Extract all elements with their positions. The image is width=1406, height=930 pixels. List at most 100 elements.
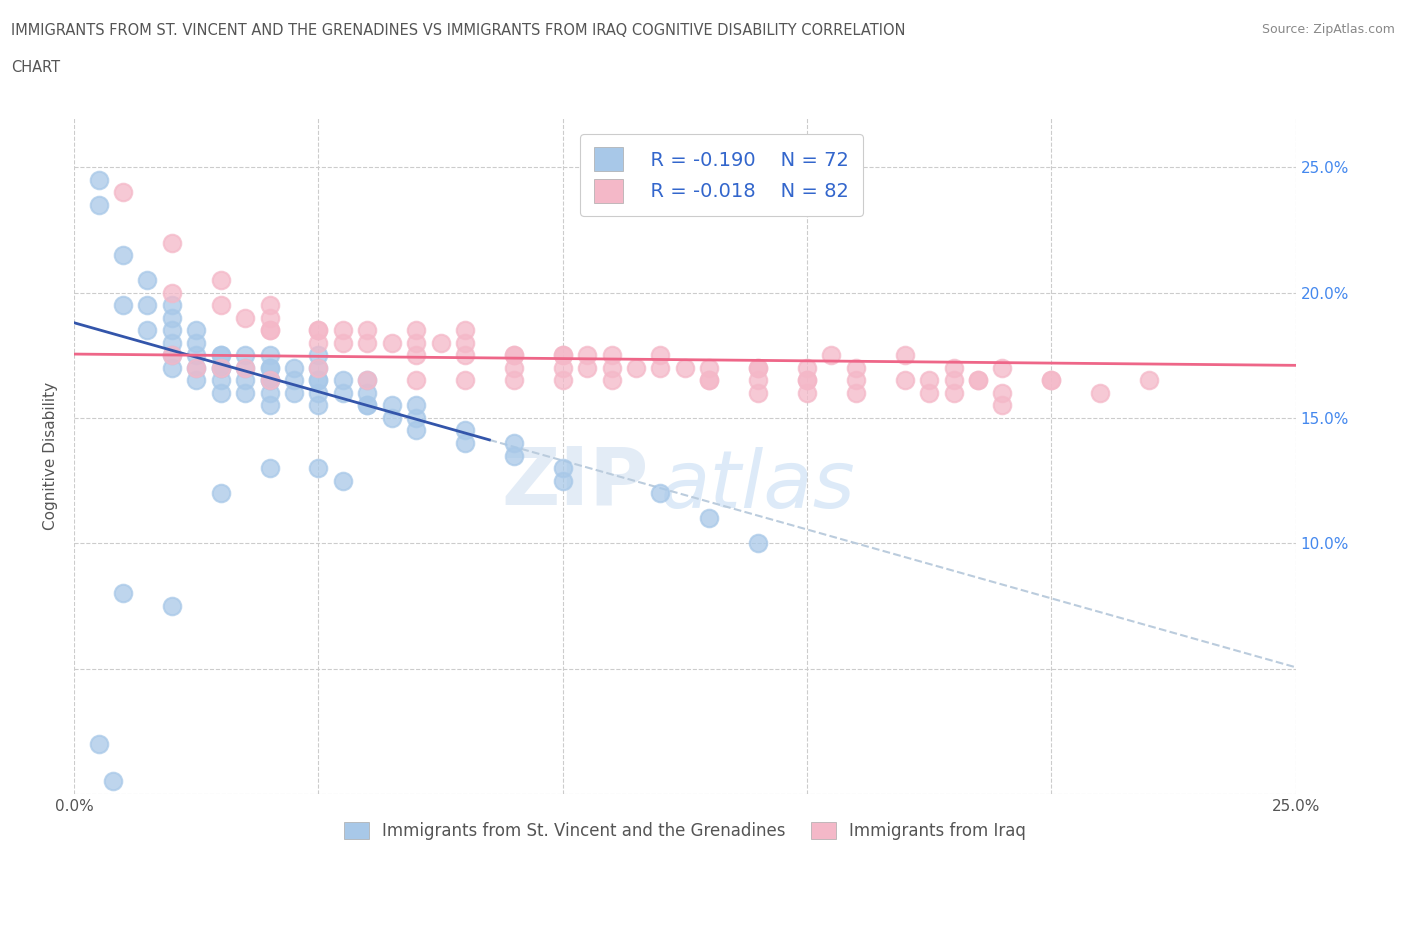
Point [600,373,623,388]
Point [209,272,232,287]
Point [160,323,183,338]
Point [307,385,329,400]
Point [332,385,354,400]
Point [454,348,477,363]
Point [101,774,124,789]
Y-axis label: Cognitive Disability: Cognitive Disability [44,381,58,529]
Point [209,485,232,500]
Point [697,373,720,388]
Point [381,336,404,351]
Point [259,398,281,413]
Point [551,361,574,376]
Point [454,373,477,388]
Point [160,361,183,376]
Point [551,473,574,488]
Point [356,323,378,338]
Point [233,311,256,325]
Point [673,361,696,376]
Text: CHART: CHART [11,60,60,75]
Point [747,373,769,388]
Point [259,298,281,312]
Point [747,385,769,400]
Point [160,598,183,613]
Point [942,385,965,400]
Point [356,398,378,413]
Point [332,323,354,338]
Point [186,373,208,388]
Point [454,435,477,450]
Point [259,385,281,400]
Point [454,336,477,351]
Point [136,272,159,287]
Point [502,435,524,450]
Point [259,373,281,388]
Point [405,373,427,388]
Point [259,361,281,376]
Point [307,336,329,351]
Text: atlas: atlas [661,447,855,525]
Point [1088,385,1111,400]
Text: ZIP: ZIP [501,444,648,522]
Point [307,361,329,376]
Point [307,348,329,363]
Point [209,361,232,376]
Point [796,373,818,388]
Point [87,197,110,212]
Point [307,323,329,338]
Point [747,536,769,551]
Point [600,348,623,363]
Point [160,286,183,300]
Point [1137,373,1160,388]
Point [918,385,941,400]
Point [160,336,183,351]
Point [209,348,232,363]
Point [650,361,672,376]
Point [551,348,574,363]
Point [233,361,256,376]
Point [747,361,769,376]
Point [942,373,965,388]
Point [820,348,842,363]
Point [283,385,305,400]
Point [307,361,329,376]
Point [356,373,378,388]
Point [307,398,329,413]
Point [259,323,281,338]
Point [576,348,599,363]
Point [111,185,134,200]
Point [160,348,183,363]
Point [160,348,183,363]
Point [454,423,477,438]
Point [893,373,915,388]
Point [967,373,990,388]
Point [502,361,524,376]
Point [381,410,404,425]
Point [624,361,647,376]
Point [332,373,354,388]
Point [307,460,329,475]
Point [356,373,378,388]
Point [845,361,868,376]
Point [697,373,720,388]
Point [259,460,281,475]
Point [233,361,256,376]
Point [942,361,965,376]
Point [454,323,477,338]
Point [307,373,329,388]
Point [259,323,281,338]
Point [259,361,281,376]
Point [233,385,256,400]
Point [209,373,232,388]
Point [405,348,427,363]
Point [1040,373,1063,388]
Point [381,398,404,413]
Point [136,323,159,338]
Point [111,247,134,262]
Point [209,361,232,376]
Point [186,361,208,376]
Point [845,385,868,400]
Point [87,737,110,751]
Point [502,348,524,363]
Text: Source: ZipAtlas.com: Source: ZipAtlas.com [1261,23,1395,36]
Point [796,385,818,400]
